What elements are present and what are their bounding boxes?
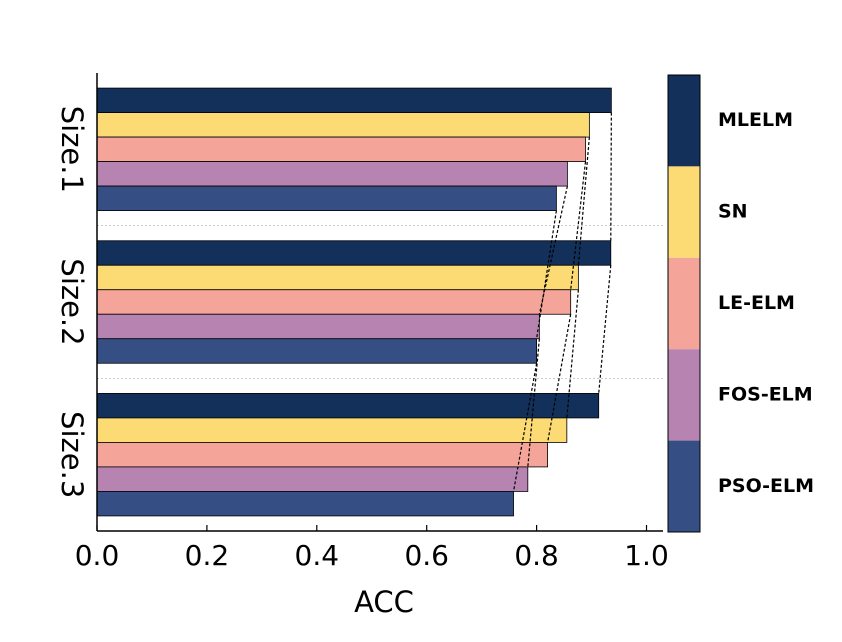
legend-swatch (668, 166, 700, 258)
connector (577, 137, 590, 266)
connector (610, 112, 612, 241)
bar (96, 338, 538, 364)
y-tick-label: Size.2 (55, 258, 89, 345)
bar (96, 491, 514, 517)
legend-label: PSO-ELM (718, 475, 814, 497)
bar (96, 185, 557, 211)
legend-frame (667, 74, 701, 533)
connector (512, 363, 538, 492)
bar (96, 161, 568, 187)
legend-label: LE-ELM (718, 292, 795, 314)
connector (566, 289, 579, 418)
bar (96, 136, 586, 162)
x-tick-label: 0.0 (75, 539, 120, 572)
connector (547, 314, 572, 443)
legend-label: FOS-ELM (718, 383, 813, 405)
y-tick-label: Size.3 (55, 411, 89, 498)
connector (538, 185, 568, 315)
bar (96, 466, 529, 492)
legend-swatch (668, 75, 700, 167)
bar (96, 417, 568, 443)
bar (96, 393, 600, 419)
x-tick-label: 0.8 (514, 539, 559, 572)
legend-label: SN (718, 201, 748, 223)
connector (536, 210, 557, 339)
bar (96, 442, 549, 468)
legend-swatch (668, 257, 700, 350)
bar (96, 289, 572, 315)
legend-label: MLELM (718, 109, 793, 131)
x-tick-label: 0.4 (295, 539, 340, 572)
x-tick-label: 1.0 (624, 539, 669, 572)
bar (96, 264, 579, 291)
bar (96, 313, 540, 340)
y-tick-label: Size.1 (55, 106, 89, 193)
legend-swatch (668, 440, 700, 532)
legend-swatch (668, 349, 700, 441)
connector (527, 338, 540, 467)
bar (96, 112, 590, 138)
connector (598, 265, 612, 394)
x-tick-label: 0.6 (404, 539, 449, 572)
bar (96, 240, 612, 266)
x-tick-label: 0.2 (185, 539, 230, 572)
bar (96, 87, 612, 113)
connector (570, 161, 587, 290)
x-axis-label: ACC (354, 585, 414, 619)
